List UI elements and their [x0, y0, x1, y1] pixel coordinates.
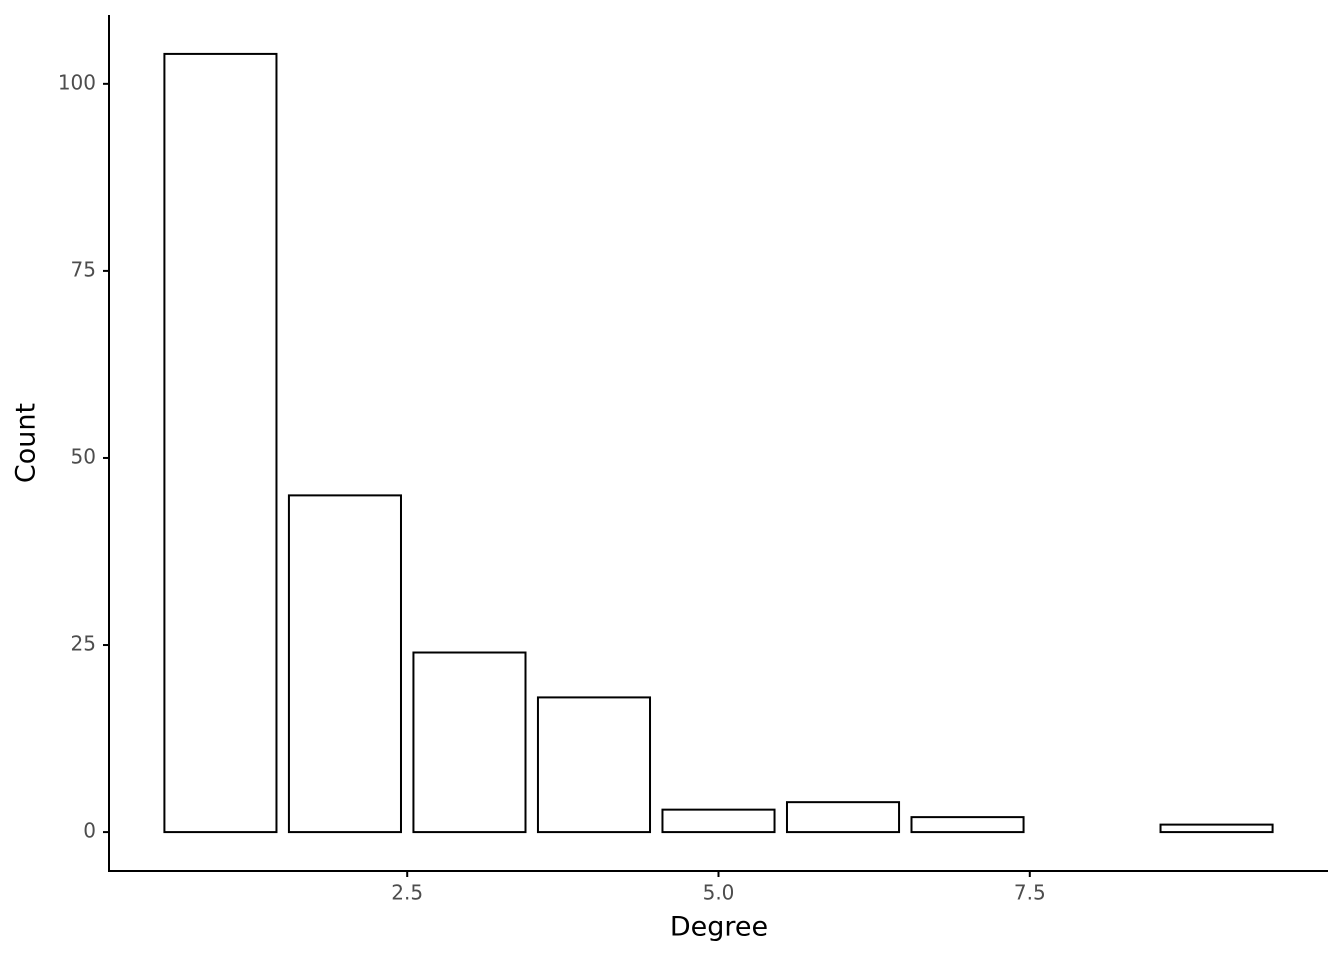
- bar: [536, 696, 652, 834]
- bar: [163, 52, 278, 834]
- bar: [1159, 823, 1274, 834]
- bar: [785, 801, 901, 834]
- bar: [412, 651, 527, 834]
- y-tick-label: 100: [58, 70, 96, 94]
- x-tick-label: 7.5: [1014, 881, 1046, 905]
- x-tick-label: 2.5: [391, 881, 423, 905]
- y-tick-label: 75: [71, 257, 96, 281]
- y-tick-label: 0: [83, 819, 96, 843]
- y-tick-label: 50: [71, 444, 96, 468]
- bar: [910, 816, 1025, 834]
- x-tick-label: 5.0: [703, 881, 735, 905]
- bar: [287, 494, 402, 834]
- y-axis-title: Count: [11, 403, 42, 483]
- bar: [661, 808, 776, 834]
- y-tick-label: 25: [71, 632, 96, 656]
- x-axis-title: Degree: [670, 912, 768, 943]
